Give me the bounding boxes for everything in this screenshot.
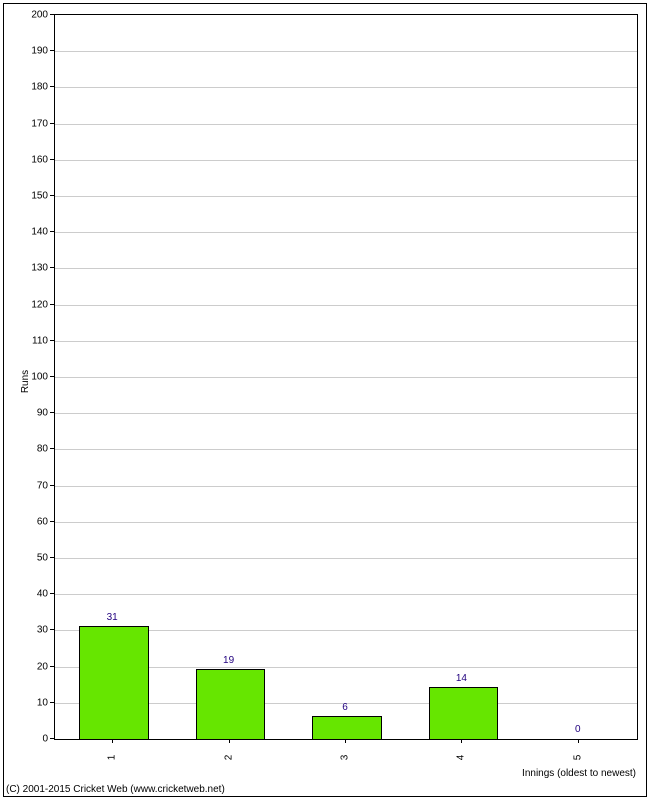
x-tick-mark xyxy=(112,739,113,743)
grid-line xyxy=(55,51,637,52)
y-tick-label: 20 xyxy=(37,661,48,672)
grid-line xyxy=(55,232,637,233)
x-tick-label: 2 xyxy=(223,752,234,764)
bar xyxy=(312,716,382,739)
y-tick-mark xyxy=(50,521,54,522)
y-tick-mark xyxy=(50,412,54,413)
y-axis-title: Runs xyxy=(20,370,31,393)
y-tick-label: 70 xyxy=(37,480,48,491)
x-tick-label: 1 xyxy=(107,752,118,764)
y-tick-label: 160 xyxy=(31,154,48,165)
bar-value-label: 0 xyxy=(575,724,581,735)
bar-value-label: 14 xyxy=(456,673,467,684)
y-tick-label: 200 xyxy=(31,10,48,21)
copyright-text: (C) 2001-2015 Cricket Web (www.cricketwe… xyxy=(6,784,225,795)
x-tick-mark xyxy=(229,739,230,743)
bar-value-label: 19 xyxy=(223,655,234,666)
y-tick-mark xyxy=(50,123,54,124)
y-tick-mark xyxy=(50,159,54,160)
y-tick-mark xyxy=(50,557,54,558)
y-tick-mark xyxy=(50,702,54,703)
y-tick-label: 120 xyxy=(31,299,48,310)
y-tick-label: 10 xyxy=(37,697,48,708)
grid-line xyxy=(55,594,637,595)
plot-area xyxy=(54,14,638,740)
y-tick-mark xyxy=(50,50,54,51)
x-tick-label: 4 xyxy=(456,752,467,764)
grid-line xyxy=(55,124,637,125)
y-tick-mark xyxy=(50,267,54,268)
grid-line xyxy=(55,377,637,378)
x-axis-title: Innings (oldest to newest) xyxy=(522,768,636,779)
grid-line xyxy=(55,87,637,88)
y-tick-mark xyxy=(50,86,54,87)
y-tick-label: 140 xyxy=(31,227,48,238)
grid-line xyxy=(55,160,637,161)
y-tick-label: 30 xyxy=(37,625,48,636)
grid-line xyxy=(55,305,637,306)
x-tick-label: 5 xyxy=(572,752,583,764)
x-tick-mark xyxy=(461,739,462,743)
y-tick-mark xyxy=(50,376,54,377)
y-tick-label: 190 xyxy=(31,46,48,57)
grid-line xyxy=(55,413,637,414)
bar-value-label: 6 xyxy=(342,702,348,713)
y-tick-mark xyxy=(50,304,54,305)
grid-line xyxy=(55,522,637,523)
grid-line xyxy=(55,268,637,269)
y-tick-label: 110 xyxy=(32,335,48,346)
y-tick-mark xyxy=(50,340,54,341)
y-tick-label: 0 xyxy=(42,734,48,745)
y-tick-mark xyxy=(50,485,54,486)
x-tick-mark xyxy=(578,739,579,743)
y-tick-label: 40 xyxy=(37,589,48,600)
grid-line xyxy=(55,486,637,487)
grid-line xyxy=(55,341,637,342)
grid-line xyxy=(55,558,637,559)
y-tick-label: 90 xyxy=(37,408,48,419)
y-tick-mark xyxy=(50,195,54,196)
y-tick-mark xyxy=(50,231,54,232)
bar-value-label: 31 xyxy=(107,612,118,623)
y-tick-mark xyxy=(50,629,54,630)
x-tick-mark xyxy=(345,739,346,743)
y-tick-mark xyxy=(50,738,54,739)
y-tick-mark xyxy=(50,666,54,667)
y-tick-label: 180 xyxy=(31,82,48,93)
chart-frame: Runs Innings (oldest to newest) (C) 2001… xyxy=(0,0,650,800)
y-tick-label: 60 xyxy=(37,516,48,527)
bar xyxy=(79,626,149,739)
y-tick-label: 80 xyxy=(37,444,48,455)
grid-line xyxy=(55,449,637,450)
y-tick-mark xyxy=(50,593,54,594)
grid-line xyxy=(55,196,637,197)
y-tick-label: 100 xyxy=(31,372,48,383)
y-tick-mark xyxy=(50,14,54,15)
y-tick-mark xyxy=(50,448,54,449)
y-tick-label: 50 xyxy=(37,553,48,564)
y-tick-label: 150 xyxy=(31,191,48,202)
x-tick-label: 3 xyxy=(340,752,351,764)
bar xyxy=(196,669,266,739)
y-tick-label: 170 xyxy=(31,118,48,129)
y-tick-label: 130 xyxy=(31,263,48,274)
bar xyxy=(429,687,499,739)
